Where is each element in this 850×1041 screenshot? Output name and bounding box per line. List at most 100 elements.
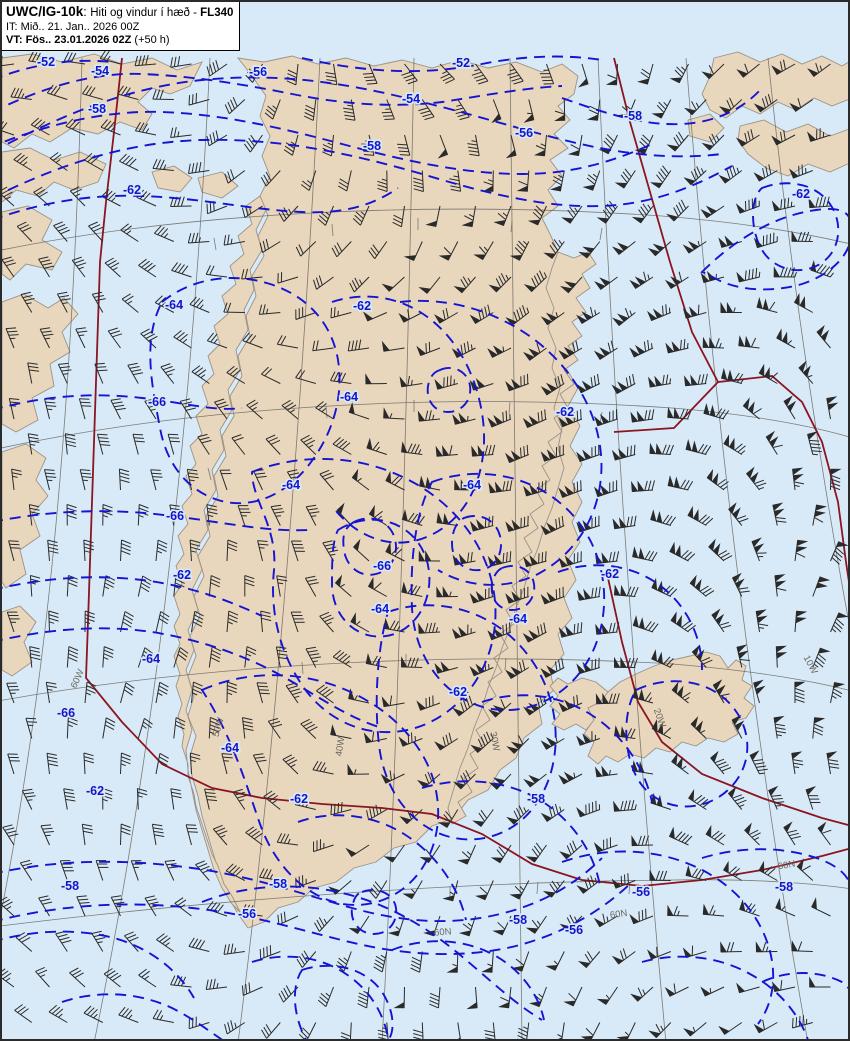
wind-barb <box>481 951 494 973</box>
isotherm--64-c <box>410 472 606 712</box>
wind-barb <box>276 575 288 597</box>
wind-barb <box>257 540 269 562</box>
wind-barb <box>28 51 50 65</box>
wind-barb <box>137 717 153 739</box>
wind-barb <box>413 170 424 192</box>
wind-barb <box>2 186 15 207</box>
isotherm--58-f <box>701 848 848 882</box>
wind-barb <box>47 539 59 562</box>
wind-barb <box>720 301 742 313</box>
wind-barb <box>156 933 175 952</box>
wind-barb <box>671 681 691 704</box>
isotherm--56-f <box>761 972 848 990</box>
wind-barb <box>651 577 678 597</box>
land-greenland-east-fjords <box>447 251 597 825</box>
wind-barb <box>317 205 334 226</box>
wind-barb <box>505 373 529 392</box>
wind-barb <box>152 158 174 171</box>
wind-barb <box>305 646 321 668</box>
wind-barb <box>648 1022 672 1039</box>
wind-barb <box>263 790 281 810</box>
isotherm--56-d <box>251 955 389 1039</box>
wind-barb <box>710 750 732 775</box>
wind-barb <box>14 1004 33 1023</box>
wind-barb <box>682 945 707 958</box>
wind-barb <box>191 365 210 384</box>
isotherm-label: -58 <box>269 877 287 891</box>
wind-barb <box>517 1022 530 1039</box>
graticule-layer <box>2 57 848 1039</box>
wind-barb <box>701 133 725 151</box>
wind-barb <box>83 539 95 562</box>
wind-barb <box>276 833 299 846</box>
wind-barb <box>736 644 750 668</box>
wind-barb <box>509 240 530 261</box>
wind-barb <box>806 128 831 142</box>
wind-barb <box>471 63 489 85</box>
isotherm-cell-b <box>451 515 502 572</box>
wind-barb <box>102 575 116 597</box>
wind-barb <box>197 433 212 455</box>
isotherm--62-a <box>2 187 399 218</box>
wind-barb <box>830 682 846 704</box>
wind-barb <box>613 799 637 812</box>
wind-barb <box>613 656 638 668</box>
wind-barb <box>491 99 502 124</box>
wind-barb <box>689 574 715 597</box>
valid-time-offset: (+50 h) <box>131 33 170 46</box>
land-baffin-north <box>2 205 63 281</box>
wind-barb <box>798 360 814 384</box>
wind-barb <box>559 276 583 294</box>
wind-barb <box>102 788 113 810</box>
wind-barb <box>805 785 821 810</box>
wind-barb <box>53 221 70 242</box>
wind-barb <box>226 610 239 633</box>
wind-barb <box>212 824 228 846</box>
wind-barb <box>45 681 57 704</box>
wind-barb <box>270 504 285 526</box>
wind-barb <box>416 341 441 356</box>
wind-barb <box>753 164 778 182</box>
wind-barb <box>373 951 388 973</box>
wind-barb <box>436 512 458 526</box>
wind-barb <box>242 717 254 739</box>
wind-barb <box>225 863 246 881</box>
isotherm-label: -58 <box>88 102 106 116</box>
wind-barb <box>712 679 730 704</box>
isotherm-cell-a <box>342 517 397 576</box>
wind-barb <box>775 897 796 917</box>
isotherm-label: -62 <box>86 784 104 798</box>
wind-barb <box>632 686 654 704</box>
wind-barb <box>505 305 530 326</box>
wind-barb <box>631 480 655 492</box>
wind-barb <box>75 327 88 349</box>
wind-barb <box>82 85 103 100</box>
wind-barb <box>277 272 299 284</box>
wind-barb <box>380 770 405 784</box>
wind-barb <box>2 824 19 846</box>
wind-barb <box>188 162 210 174</box>
model-separator: : <box>83 5 91 19</box>
wind-barb <box>647 241 672 257</box>
wind-barb <box>649 869 671 881</box>
wind-barb <box>330 802 352 816</box>
wind-barb <box>319 611 334 633</box>
wind-barb <box>313 275 334 290</box>
wind-barb <box>487 410 512 428</box>
wind-barb <box>792 467 804 491</box>
wind-barb <box>261 1022 281 1039</box>
wind-barb <box>792 1015 813 1029</box>
wind-barb <box>295 307 316 320</box>
wind-barb <box>593 409 618 427</box>
wind-barb <box>613 584 639 597</box>
wind-barb <box>259 868 281 881</box>
isotherm--56-a <box>2 76 723 158</box>
wind-barb <box>632 615 659 633</box>
wind-barb <box>224 169 246 184</box>
wind-barb <box>702 903 725 917</box>
wind-barb <box>522 409 547 428</box>
wind-barb <box>611 308 636 327</box>
wind-barb <box>331 241 352 258</box>
wind-barb <box>439 63 455 84</box>
isotherm-label: -62 <box>449 685 467 699</box>
